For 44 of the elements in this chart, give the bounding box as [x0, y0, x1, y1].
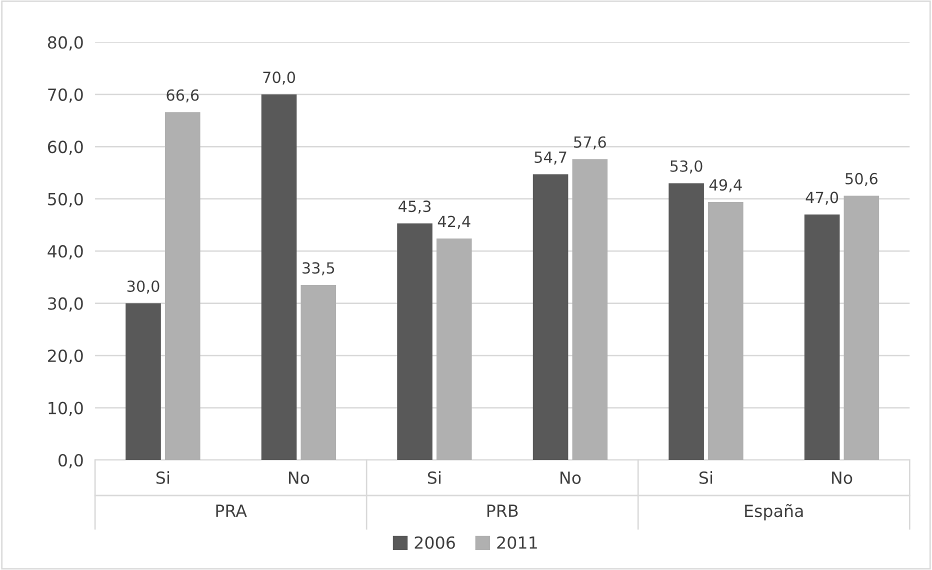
y-tick-label: 0,0: [58, 454, 83, 468]
x-tick-label: Si: [699, 471, 712, 484]
x-tick-label: Si: [428, 471, 441, 484]
y-tick-label: 10,0: [48, 402, 83, 416]
data-label: 50,6: [846, 172, 878, 186]
data-label: 42,4: [438, 216, 470, 229]
legend-label: 2011: [497, 536, 537, 549]
data-label: 54,7: [534, 152, 566, 165]
y-tick-label: 40,0: [48, 245, 83, 260]
bar: [164, 112, 200, 460]
y-tick-label: 20,0: [48, 350, 83, 364]
bar: [668, 183, 704, 460]
x-tick-label: No: [832, 472, 852, 484]
y-tick-label: 60,0: [48, 140, 83, 155]
y-tick-label: 70,0: [48, 88, 83, 103]
bar: [572, 159, 608, 460]
bar: [708, 202, 744, 460]
bar: [397, 223, 432, 460]
data-label: 33,5: [302, 262, 334, 276]
bar: [804, 214, 840, 460]
data-label: 47,0: [806, 192, 838, 205]
x-tick-label: No: [560, 472, 581, 484]
x-tick-label: No: [289, 472, 310, 484]
data-label: 66,6: [166, 89, 199, 102]
data-label: 30,0: [127, 280, 160, 294]
x-tick-label: Si: [156, 471, 169, 484]
bar: [436, 238, 472, 460]
text: España: [745, 504, 803, 520]
bar: [126, 303, 161, 460]
y-tick-label: 80,0: [48, 36, 83, 50]
text: PRA: [216, 504, 247, 517]
legend-label: 2006: [414, 536, 455, 549]
data-label: 49,4: [709, 179, 742, 192]
bar: [300, 285, 336, 460]
data-label: 57,6: [574, 136, 606, 150]
bar: [532, 174, 568, 460]
data-label: 45,3: [398, 200, 431, 214]
data-label: 70,0: [263, 72, 296, 85]
bar: [261, 94, 297, 460]
y-tick-label: 50,0: [48, 192, 83, 208]
text: PRB: [487, 504, 518, 517]
data-label: 53,0: [670, 160, 702, 174]
bar: [844, 196, 880, 460]
y-tick-label: 30,0: [48, 297, 83, 312]
